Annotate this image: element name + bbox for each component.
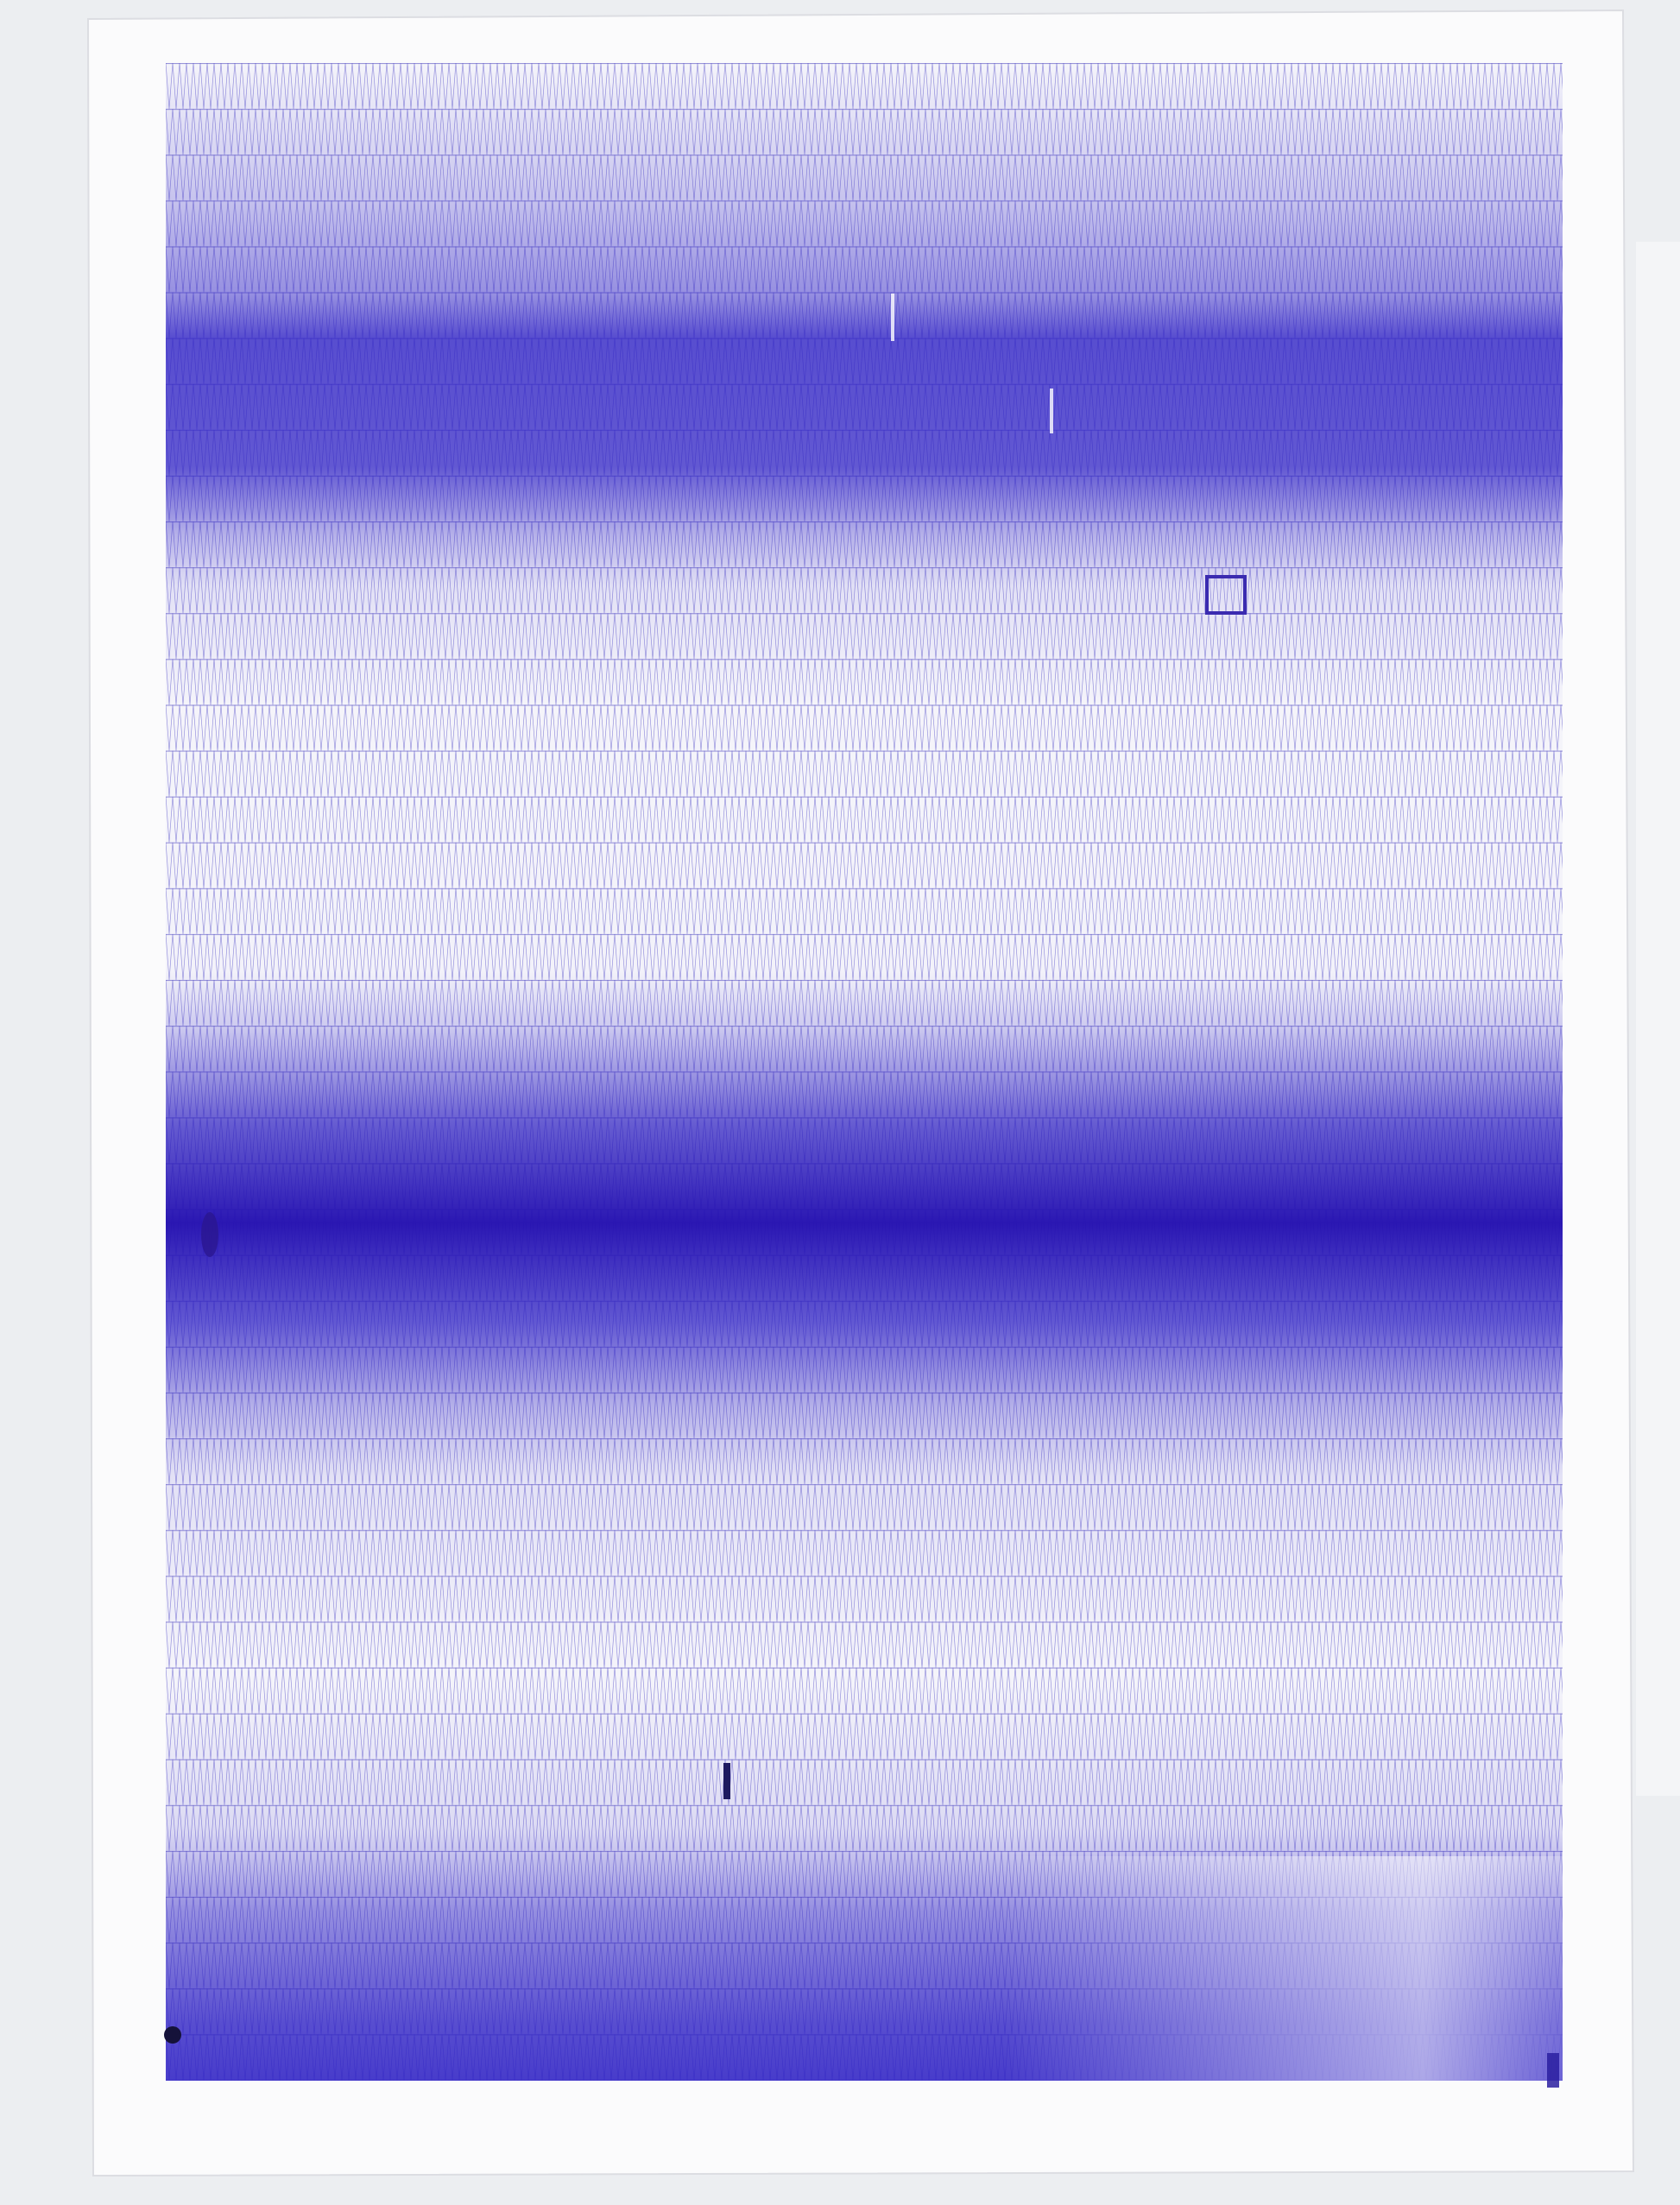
next-sheet bbox=[1636, 242, 1680, 1796]
gap-mark bbox=[1050, 389, 1053, 433]
ink-fade bbox=[166, 1856, 1563, 2081]
ink-blot bbox=[1547, 2053, 1559, 2088]
ink-blot bbox=[201, 1212, 218, 1257]
ink-blot bbox=[164, 2026, 181, 2044]
ink-blot bbox=[723, 1763, 730, 1799]
ink-bands bbox=[166, 63, 1563, 2081]
gap-mark bbox=[891, 294, 894, 341]
ink-blot bbox=[1205, 575, 1247, 615]
